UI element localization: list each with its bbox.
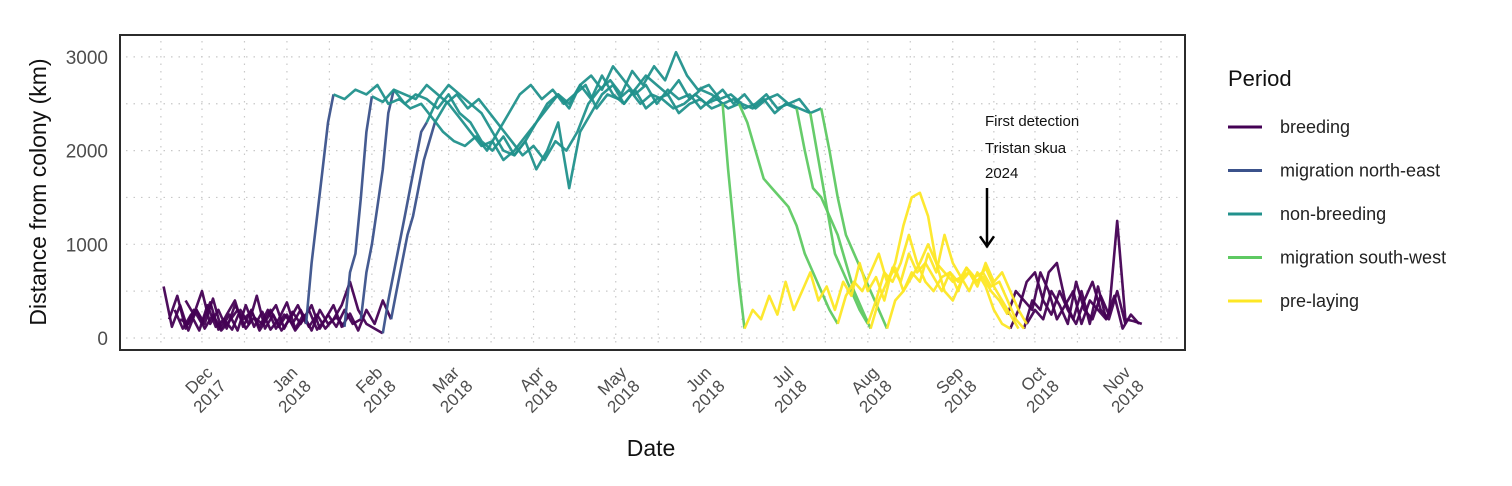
- legend-label-breeding: breeding: [1280, 117, 1350, 137]
- annotation-line-1: First detection: [985, 113, 1079, 130]
- y-tick-label: 2000: [66, 142, 108, 163]
- track-1-migSW-line: [721, 103, 746, 329]
- y-axis-ticks: 0 1000 2000 3000: [66, 48, 108, 350]
- track-4-breeding-line: [1006, 271, 1108, 326]
- tracks: [162, 50, 1143, 335]
- y-axis-title: Distance from colony (km): [25, 58, 51, 325]
- track-2-breeding-line: [1025, 219, 1143, 326]
- track-3-nonbreeding-line: [332, 83, 740, 152]
- legend-title: Period: [1228, 66, 1292, 91]
- y-tick-label: 0: [97, 329, 108, 350]
- track-2-migSW-line: [795, 108, 872, 330]
- track-3-breeding-line: [173, 294, 308, 332]
- track-4-migNE-line: [359, 89, 396, 320]
- track-3-migSW-line: [737, 103, 839, 325]
- plot-panel-border: [119, 34, 1186, 351]
- legend-label-migSW: migration south-west: [1280, 248, 1446, 268]
- track-5-migNE-line: [381, 121, 428, 334]
- track-3-migNE-line: [304, 94, 335, 325]
- track-5-nonbreeding-line: [425, 74, 822, 190]
- x-axis-title: Date: [627, 435, 676, 461]
- track-3-breeding-line: [1009, 271, 1127, 330]
- track-4-prelaying-line: [866, 233, 1009, 325]
- legend-label-prelaying: pre-laying: [1280, 291, 1359, 311]
- annotation-line-3: 2024: [985, 165, 1018, 182]
- legend: Period breeding migration north-east non-b…: [1228, 66, 1446, 311]
- legend-label-migNE: migration north-east: [1280, 161, 1440, 181]
- legend-label-nonbreeding: non-breeding: [1280, 204, 1386, 224]
- track-1-migNE-line: [343, 96, 374, 327]
- track-4-nonbreeding-line: [393, 65, 811, 162]
- y-tick-label: 3000: [66, 48, 108, 69]
- track-4-migSW-line: [809, 112, 869, 325]
- annotation-line-2: Tristan skua: [985, 140, 1067, 157]
- annotation: First detection Tristan skua 2024: [978, 113, 1079, 249]
- track-5-prelaying-line: [885, 233, 1020, 330]
- annotation-arrow-head: [978, 235, 996, 249]
- track-3-prelaying-line: [836, 243, 1011, 330]
- y-tick-label: 1000: [66, 235, 108, 256]
- track-2-prelaying-line: [869, 191, 1028, 329]
- track-2-migNE-line: [389, 122, 437, 320]
